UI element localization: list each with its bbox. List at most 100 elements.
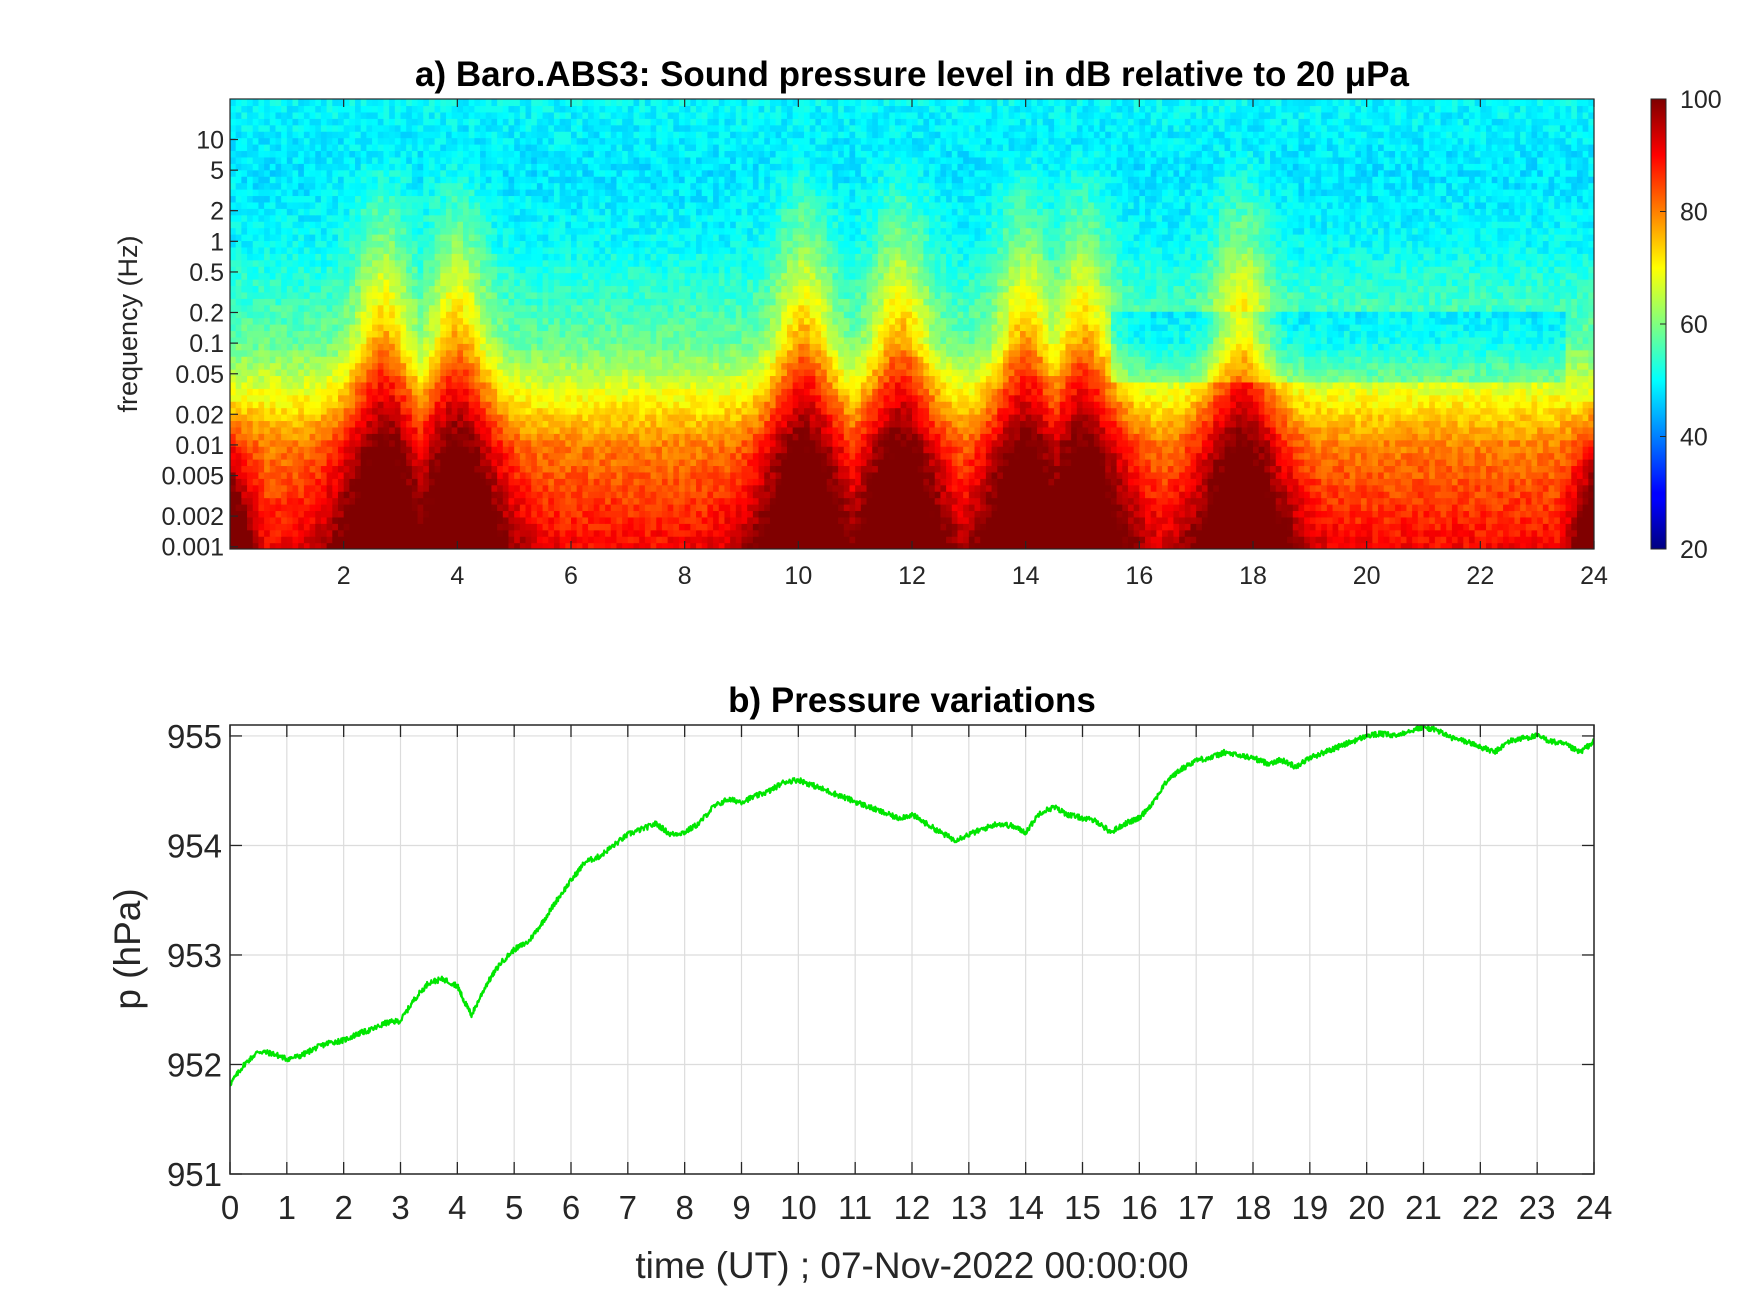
heatmap-cell — [1031, 426, 1038, 434]
heatmap-cell — [764, 510, 771, 518]
heatmap-cell — [514, 497, 521, 505]
heatmap-cell — [1486, 510, 1493, 518]
heatmap-cell — [1457, 465, 1464, 473]
heatmap-cell — [1105, 420, 1112, 428]
heatmap-cell — [1190, 491, 1197, 499]
heatmap-cell — [1486, 497, 1493, 505]
heatmap-cell — [866, 433, 873, 441]
heatmap-cell — [832, 536, 839, 544]
heatmap-cell — [434, 446, 441, 454]
heatmap-cell — [1127, 497, 1135, 505]
heatmap-cell — [451, 536, 458, 544]
heatmap-cell — [1434, 523, 1442, 531]
heatmap-cell — [1480, 459, 1487, 467]
heatmap-cell — [292, 414, 299, 422]
heatmap-cell — [360, 465, 367, 473]
heatmap-cell — [519, 420, 527, 428]
heatmap-cell — [707, 516, 714, 524]
heatmap-cell — [1247, 523, 1254, 531]
heatmap-cell — [769, 516, 777, 524]
heatmap-cell — [309, 465, 316, 473]
heatmap-cell — [1514, 452, 1521, 460]
heatmap-cell — [1520, 471, 1527, 479]
heatmap-cell — [1576, 439, 1584, 447]
heatmap-cell — [1082, 471, 1089, 479]
heatmap-cell — [406, 446, 413, 454]
heatmap-cell — [542, 452, 549, 460]
heatmap-cell — [633, 491, 640, 499]
heatmap-cell — [593, 433, 601, 441]
heatmap-cell — [1576, 516, 1584, 524]
heatmap-cell — [906, 420, 913, 428]
heatmap-cell — [332, 542, 339, 549]
heatmap-cell — [241, 516, 248, 524]
heatmap-cell — [519, 523, 527, 531]
heatmap-cell — [235, 478, 242, 486]
heatmap-cell — [1571, 459, 1578, 467]
heatmap-cell — [1008, 542, 1015, 549]
heatmap-cell — [1230, 414, 1237, 422]
heatmap-cell — [1264, 426, 1271, 434]
heatmap-cell — [1059, 433, 1067, 441]
heatmap-cell — [968, 433, 976, 441]
heatmap-cell — [690, 497, 697, 505]
heatmap-cell — [758, 465, 765, 473]
heatmap-cell — [514, 523, 521, 531]
heatmap-cell — [1429, 478, 1436, 486]
heatmap-cell — [1275, 478, 1283, 486]
heatmap-cell — [542, 446, 549, 454]
heatmap-cell — [747, 439, 754, 447]
heatmap-cell — [1093, 439, 1101, 447]
heatmap-cell — [1304, 542, 1311, 549]
heatmap-cell — [667, 504, 674, 512]
heatmap-cell — [372, 516, 379, 524]
heatmap-cell — [1537, 439, 1544, 447]
spectrogram-heatmap — [230, 99, 1594, 549]
heatmap-cell — [326, 497, 333, 505]
heatmap-cell — [696, 446, 703, 454]
heatmap-cell — [1548, 478, 1555, 486]
heatmap-cell — [809, 478, 816, 486]
heatmap-cell — [1258, 504, 1265, 512]
heatmap-cell — [565, 465, 572, 473]
heatmap-cell — [1542, 542, 1550, 549]
heatmap-cell — [997, 471, 1004, 479]
heatmap-cell — [417, 504, 424, 512]
heatmap-cell — [1474, 452, 1481, 460]
heatmap-cell — [571, 484, 578, 492]
heatmap-cell — [866, 510, 873, 518]
heatmap-cell — [968, 536, 976, 544]
heatmap-cell — [320, 478, 328, 486]
heatmap-cell — [1457, 484, 1464, 492]
heatmap-cell — [667, 529, 674, 537]
heatmap-cell — [730, 497, 737, 505]
heatmap-cell — [1457, 439, 1464, 447]
heatmap-cell — [724, 452, 731, 460]
heatmap-cell — [872, 433, 879, 441]
heatmap-cell — [1378, 446, 1385, 454]
heatmap-cell — [1542, 516, 1550, 524]
heatmap-cell — [1105, 433, 1112, 441]
heatmap-cell — [1298, 542, 1305, 549]
heatmap-cell — [1565, 529, 1572, 537]
heatmap-cell — [1503, 465, 1510, 473]
heatmap-cell — [252, 414, 260, 422]
heatmap-cell — [264, 491, 271, 499]
heatmap-cell — [565, 471, 572, 479]
heatmap-cell — [1486, 523, 1493, 531]
heatmap-cell — [230, 491, 237, 499]
heatmap-cell — [1184, 414, 1192, 422]
heatmap-cell — [1315, 510, 1322, 518]
heatmap-cell — [622, 459, 629, 467]
heatmap-cell — [775, 523, 782, 531]
heatmap-cell — [1270, 426, 1277, 434]
heatmap-cell — [320, 414, 328, 422]
heatmap-cell — [1525, 491, 1533, 499]
heatmap-cell — [1588, 529, 1594, 537]
heatmap-cell — [1508, 471, 1516, 479]
heatmap-cell — [1145, 491, 1152, 499]
heatmap-cell — [1520, 433, 1527, 441]
heatmap-cell — [1270, 459, 1277, 467]
heatmap-cell — [980, 536, 987, 544]
heatmap-cell — [889, 484, 896, 492]
